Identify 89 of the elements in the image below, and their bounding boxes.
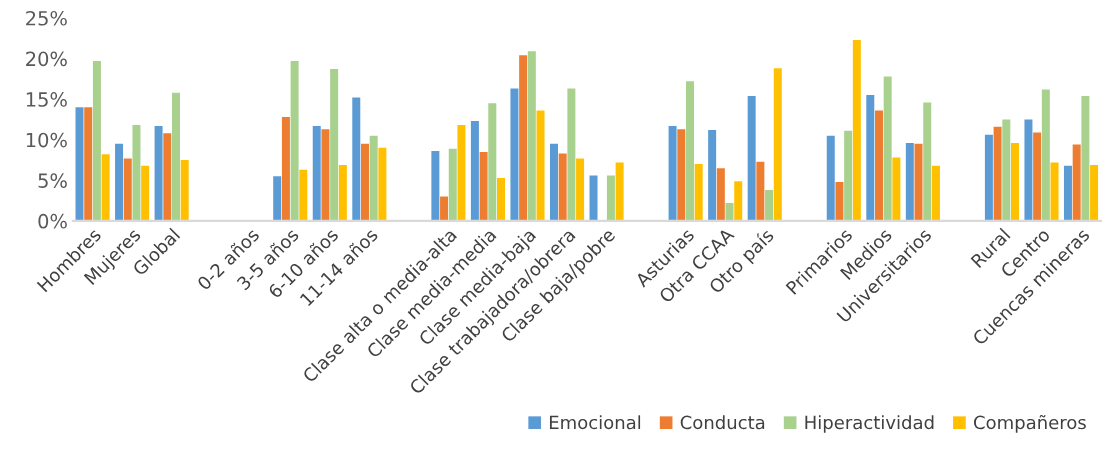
bar xyxy=(312,125,321,221)
bar xyxy=(92,60,101,221)
bar xyxy=(844,130,853,221)
bar xyxy=(874,110,883,221)
bar xyxy=(369,135,378,221)
bar xyxy=(457,125,466,221)
bar xyxy=(1002,119,1011,221)
bar xyxy=(826,135,835,221)
bar xyxy=(281,117,290,221)
bar xyxy=(685,81,694,221)
bar xyxy=(567,88,576,221)
bar xyxy=(606,175,615,221)
bar xyxy=(549,143,558,221)
bar xyxy=(993,126,1002,221)
bar xyxy=(576,158,585,221)
bar xyxy=(84,107,93,221)
bar xyxy=(321,129,330,221)
y-tick-label: 25% xyxy=(26,10,67,26)
bar xyxy=(866,95,875,221)
bar xyxy=(132,125,141,221)
bar xyxy=(747,95,756,221)
bar xyxy=(725,203,734,221)
bar xyxy=(668,125,677,221)
bar xyxy=(123,158,132,221)
bar xyxy=(615,162,624,221)
bar xyxy=(510,88,519,221)
legend-label: Compañeros xyxy=(973,414,1086,433)
bar xyxy=(378,147,387,221)
bar xyxy=(677,129,686,221)
bar xyxy=(923,102,932,221)
y-tick-label: 20% xyxy=(26,51,67,67)
bar xyxy=(527,51,536,221)
bar xyxy=(448,148,457,221)
bar xyxy=(479,151,488,221)
bar xyxy=(1024,119,1033,221)
bar xyxy=(765,190,774,221)
bar xyxy=(1063,165,1072,221)
legend-label: Hiperactividad xyxy=(805,415,934,433)
y-tick-label: 15% xyxy=(26,92,67,107)
bar xyxy=(497,177,505,221)
bar xyxy=(1010,142,1019,221)
bar xyxy=(835,181,844,221)
bar xyxy=(892,157,901,221)
bar xyxy=(852,39,861,221)
bar xyxy=(338,164,347,221)
bar xyxy=(558,153,567,221)
bar xyxy=(756,161,765,221)
bar xyxy=(1033,132,1042,221)
bar xyxy=(536,110,545,221)
bar xyxy=(154,125,163,221)
bar xyxy=(352,97,361,221)
bar xyxy=(905,142,914,221)
bar xyxy=(299,169,308,221)
bar xyxy=(694,164,703,221)
bar xyxy=(734,181,743,221)
bar xyxy=(716,168,725,221)
bar xyxy=(470,121,479,221)
bar xyxy=(1072,144,1081,221)
bar xyxy=(1081,95,1090,221)
bar xyxy=(984,134,993,221)
bar xyxy=(1041,89,1050,221)
bar xyxy=(163,133,172,221)
bar xyxy=(141,165,150,221)
bar xyxy=(914,143,923,221)
bar xyxy=(440,196,449,221)
y-tick-label: 0% xyxy=(38,213,67,229)
y-tick-label: 5% xyxy=(38,173,67,188)
bar xyxy=(1090,164,1099,221)
legend-label: Conducta xyxy=(680,415,765,430)
bar xyxy=(931,165,940,221)
bar xyxy=(360,143,369,221)
bar xyxy=(1050,162,1059,221)
bar xyxy=(273,176,282,221)
bar xyxy=(519,55,528,221)
bar xyxy=(101,154,110,221)
bar xyxy=(115,143,124,221)
bar xyxy=(330,69,339,221)
bar xyxy=(431,151,440,221)
bar xyxy=(75,107,84,221)
bar xyxy=(708,129,717,221)
bar xyxy=(180,160,189,221)
legend-label: Emocional xyxy=(549,415,641,430)
bar xyxy=(488,103,497,221)
y-tick-label: 10% xyxy=(26,132,67,148)
bar xyxy=(589,175,598,221)
bar xyxy=(171,92,180,221)
bar xyxy=(290,60,299,221)
bar xyxy=(773,68,782,221)
bar xyxy=(883,76,892,221)
